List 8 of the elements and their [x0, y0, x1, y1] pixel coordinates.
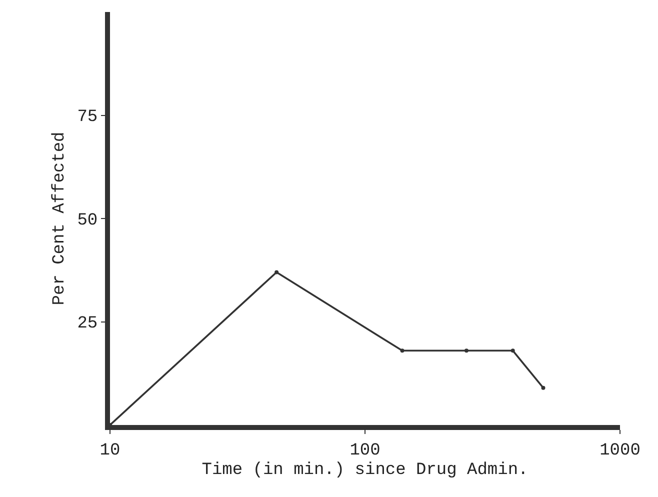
x-tick-label: 10: [100, 441, 120, 460]
x-axis-title: Time (in min.) since Drug Admin.: [202, 460, 528, 480]
y-axis-title: Per Cent Affected: [50, 132, 70, 306]
y-tick-label: 50: [77, 211, 98, 230]
x-tick-label: 100: [350, 441, 380, 460]
y-tick-label: 25: [77, 314, 98, 334]
y-tick-label: 75: [77, 108, 98, 128]
x-tick-label: 1000: [600, 441, 640, 460]
